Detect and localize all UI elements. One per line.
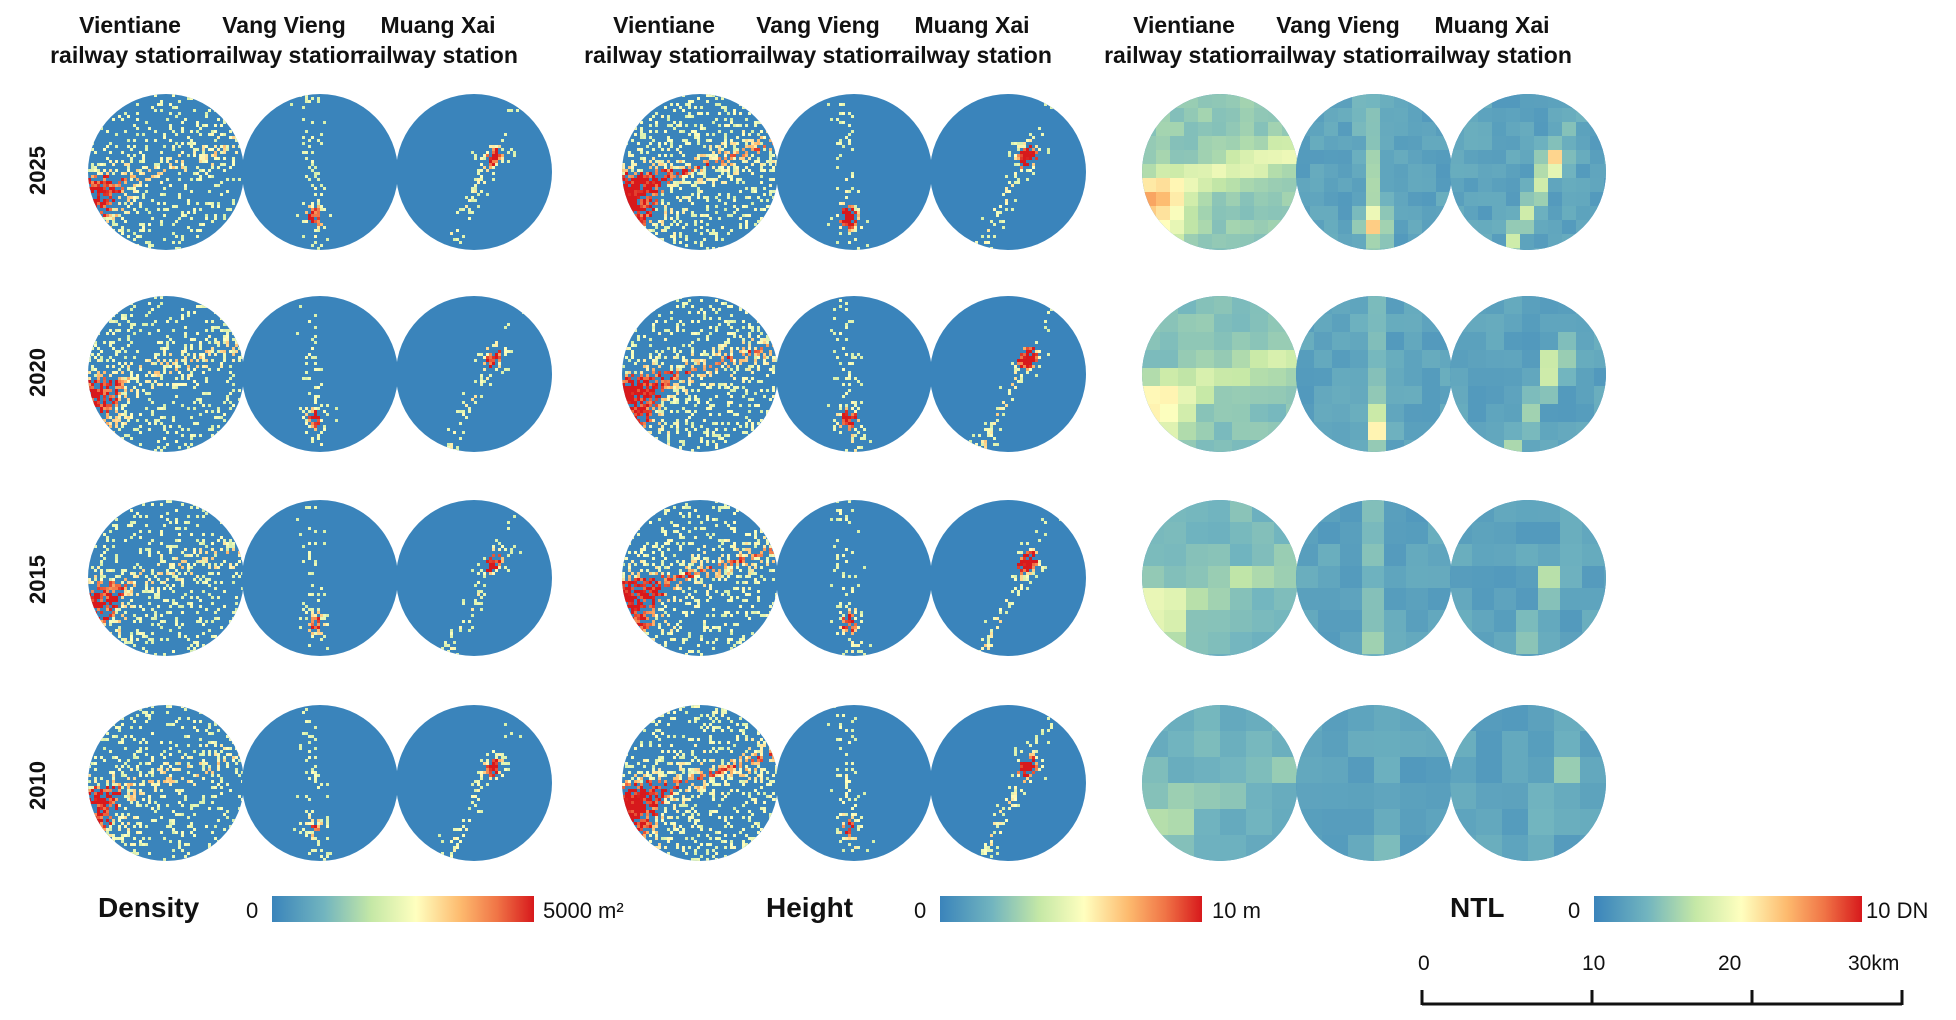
header-density-vangvieng: Vang Vieng railway station xyxy=(204,10,364,70)
scale-label-30: 30km xyxy=(1848,952,1900,975)
legend-density-ramp xyxy=(272,896,534,922)
map-ntl-muang-xai-2020 xyxy=(1450,296,1606,452)
year-label: 2010 xyxy=(25,761,50,810)
header-line-1: Muang Xai xyxy=(914,12,1030,38)
scale-bar xyxy=(1420,990,1904,1006)
map-ntl-vang-vieng-2020 xyxy=(1296,296,1452,452)
year-label: 2015 xyxy=(25,555,50,604)
header-line-2: railway station xyxy=(204,42,364,68)
map-height-vientiane-2020 xyxy=(622,296,778,452)
header-line-1: Vang Vieng xyxy=(1276,12,1400,38)
map-density-vang-vieng-2015 xyxy=(242,500,398,656)
map-density-muang-xai-2020 xyxy=(396,296,552,452)
scale-label-20: 20 xyxy=(1718,952,1742,975)
map-density-vang-vieng-2010 xyxy=(242,705,398,861)
map-ntl-vang-vieng-2010 xyxy=(1296,705,1452,861)
header-line-2: railway station xyxy=(1412,42,1572,68)
header-line-2: railway station xyxy=(1258,42,1418,68)
header-ntl-vangvieng: Vang Vieng railway station xyxy=(1258,10,1418,70)
map-ntl-muang-xai-2010 xyxy=(1450,705,1606,861)
header-line-1: Vientiane xyxy=(613,12,715,38)
map-ntl-vientiane-2025 xyxy=(1142,94,1298,250)
header-density-muangxai: Muang Xai railway station xyxy=(358,10,518,70)
map-density-vientiane-2010 xyxy=(88,705,244,861)
header-line-2: railway station xyxy=(1104,42,1264,68)
year-label: 2020 xyxy=(25,348,50,397)
legend-height-min: 0 xyxy=(914,898,927,923)
map-height-muang-xai-2010 xyxy=(930,705,1086,861)
legend-density-max: 5000 m² xyxy=(543,898,624,923)
map-height-vientiane-2015 xyxy=(622,500,778,656)
map-height-muang-xai-2015 xyxy=(930,500,1086,656)
legend-ntl-ramp xyxy=(1594,896,1862,922)
header-line-1: Muang Xai xyxy=(380,12,496,38)
map-height-vientiane-2010 xyxy=(622,705,778,861)
header-line-2: railway station xyxy=(358,42,518,68)
map-height-vang-vieng-2020 xyxy=(776,296,932,452)
header-line-2: railway station xyxy=(738,42,898,68)
map-density-vang-vieng-2025 xyxy=(242,94,398,250)
header-line-1: Vang Vieng xyxy=(222,12,346,38)
map-density-muang-xai-2025 xyxy=(396,94,552,250)
map-height-vang-vieng-2010 xyxy=(776,705,932,861)
map-ntl-muang-xai-2025 xyxy=(1450,94,1606,250)
header-height-vangvieng: Vang Vieng railway station xyxy=(738,10,898,70)
header-line-1: Muang Xai xyxy=(1434,12,1550,38)
header-height-vientiane: Vientiane railway station xyxy=(584,10,744,70)
map-ntl-vang-vieng-2025 xyxy=(1296,94,1452,250)
header-density-vientiane: Vientiane railway station xyxy=(50,10,210,70)
header-line-2: railway station xyxy=(892,42,1052,68)
header-line-2: railway station xyxy=(584,42,744,68)
map-height-vang-vieng-2025 xyxy=(776,94,932,250)
header-line-1: Vientiane xyxy=(79,12,181,38)
header-line-1: Vientiane xyxy=(1133,12,1235,38)
map-density-muang-xai-2015 xyxy=(396,500,552,656)
map-ntl-vientiane-2010 xyxy=(1142,705,1298,861)
header-height-muangxai: Muang Xai railway station xyxy=(892,10,1052,70)
header-ntl-muangxai: Muang Xai railway station xyxy=(1412,10,1572,70)
map-density-vientiane-2015 xyxy=(88,500,244,656)
legend-ntl-min: 0 xyxy=(1568,898,1581,923)
map-ntl-vientiane-2020 xyxy=(1142,296,1298,452)
map-height-vang-vieng-2015 xyxy=(776,500,932,656)
map-density-vientiane-2025 xyxy=(88,94,244,250)
legend-density-title: Density xyxy=(98,892,200,923)
map-height-muang-xai-2025 xyxy=(930,94,1086,250)
scale-label-0: 0 xyxy=(1418,952,1430,975)
map-density-vientiane-2020 xyxy=(88,296,244,452)
legend-height-ramp xyxy=(940,896,1202,922)
header-line-1: Vang Vieng xyxy=(756,12,880,38)
map-height-vientiane-2025 xyxy=(622,94,778,250)
header-ntl-vientiane: Vientiane railway station xyxy=(1104,10,1264,70)
legend-ntl-title: NTL xyxy=(1450,892,1505,923)
map-ntl-vang-vieng-2015 xyxy=(1296,500,1452,656)
legend-height-max: 10 m xyxy=(1212,898,1261,923)
scale-label-10: 10 xyxy=(1582,952,1606,975)
map-density-vang-vieng-2020 xyxy=(242,296,398,452)
year-label: 2025 xyxy=(25,146,50,195)
map-ntl-muang-xai-2015 xyxy=(1450,500,1606,656)
header-line-2: railway station xyxy=(50,42,210,68)
legend-height-title: Height xyxy=(766,892,854,923)
legend-density-min: 0 xyxy=(246,898,259,923)
legend-ntl-max: 10 DN xyxy=(1866,898,1929,923)
map-ntl-vientiane-2015 xyxy=(1142,500,1298,656)
map-density-muang-xai-2010 xyxy=(396,705,552,861)
map-height-muang-xai-2020 xyxy=(930,296,1086,452)
